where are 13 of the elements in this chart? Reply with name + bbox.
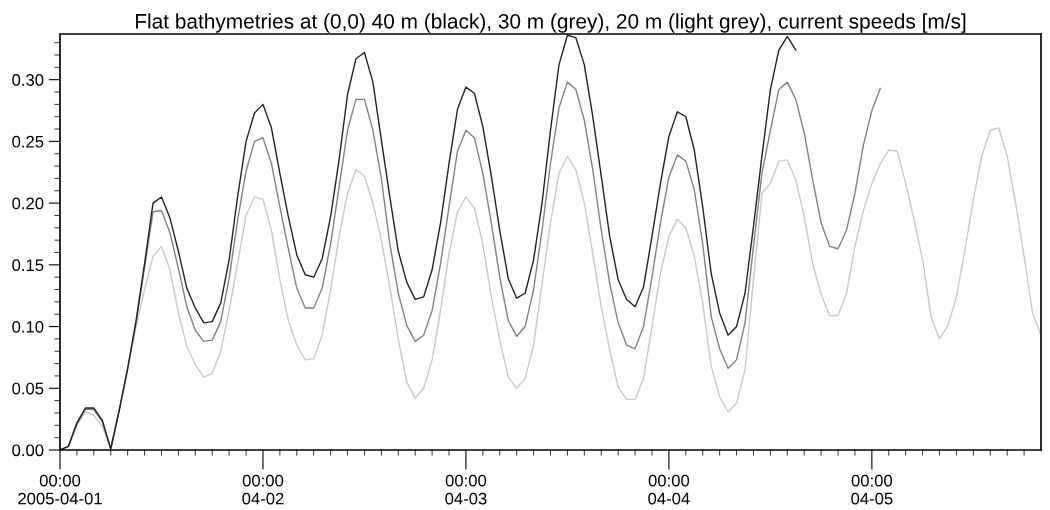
x-tick-label: 00:00 2005-04-01 (18, 474, 102, 505)
y-tick-label: 0.10 (12, 320, 44, 333)
y-tick-label: 0.20 (12, 197, 44, 210)
y-tick-label: 0.00 (12, 444, 44, 457)
x-tick-label: 00:00 04-02 (242, 474, 284, 505)
chart-title: Flat bathymetries at (0,0) 40 m (black), 30 m (grey), 20 m (light grey), current speeds [m/s] (136, 13, 966, 33)
y-tick-label: 0.15 (12, 259, 44, 272)
y-tick-label: 0.30 (12, 74, 44, 86)
x-tick-label: 00:00 04-04 (648, 474, 690, 505)
y-tick-label: 0.25 (12, 135, 44, 148)
y-tick-label: 0.05 (12, 382, 44, 395)
x-tick-label: 00:00 04-03 (445, 474, 487, 505)
x-tick-label: 00:00 04-05 (851, 474, 893, 505)
